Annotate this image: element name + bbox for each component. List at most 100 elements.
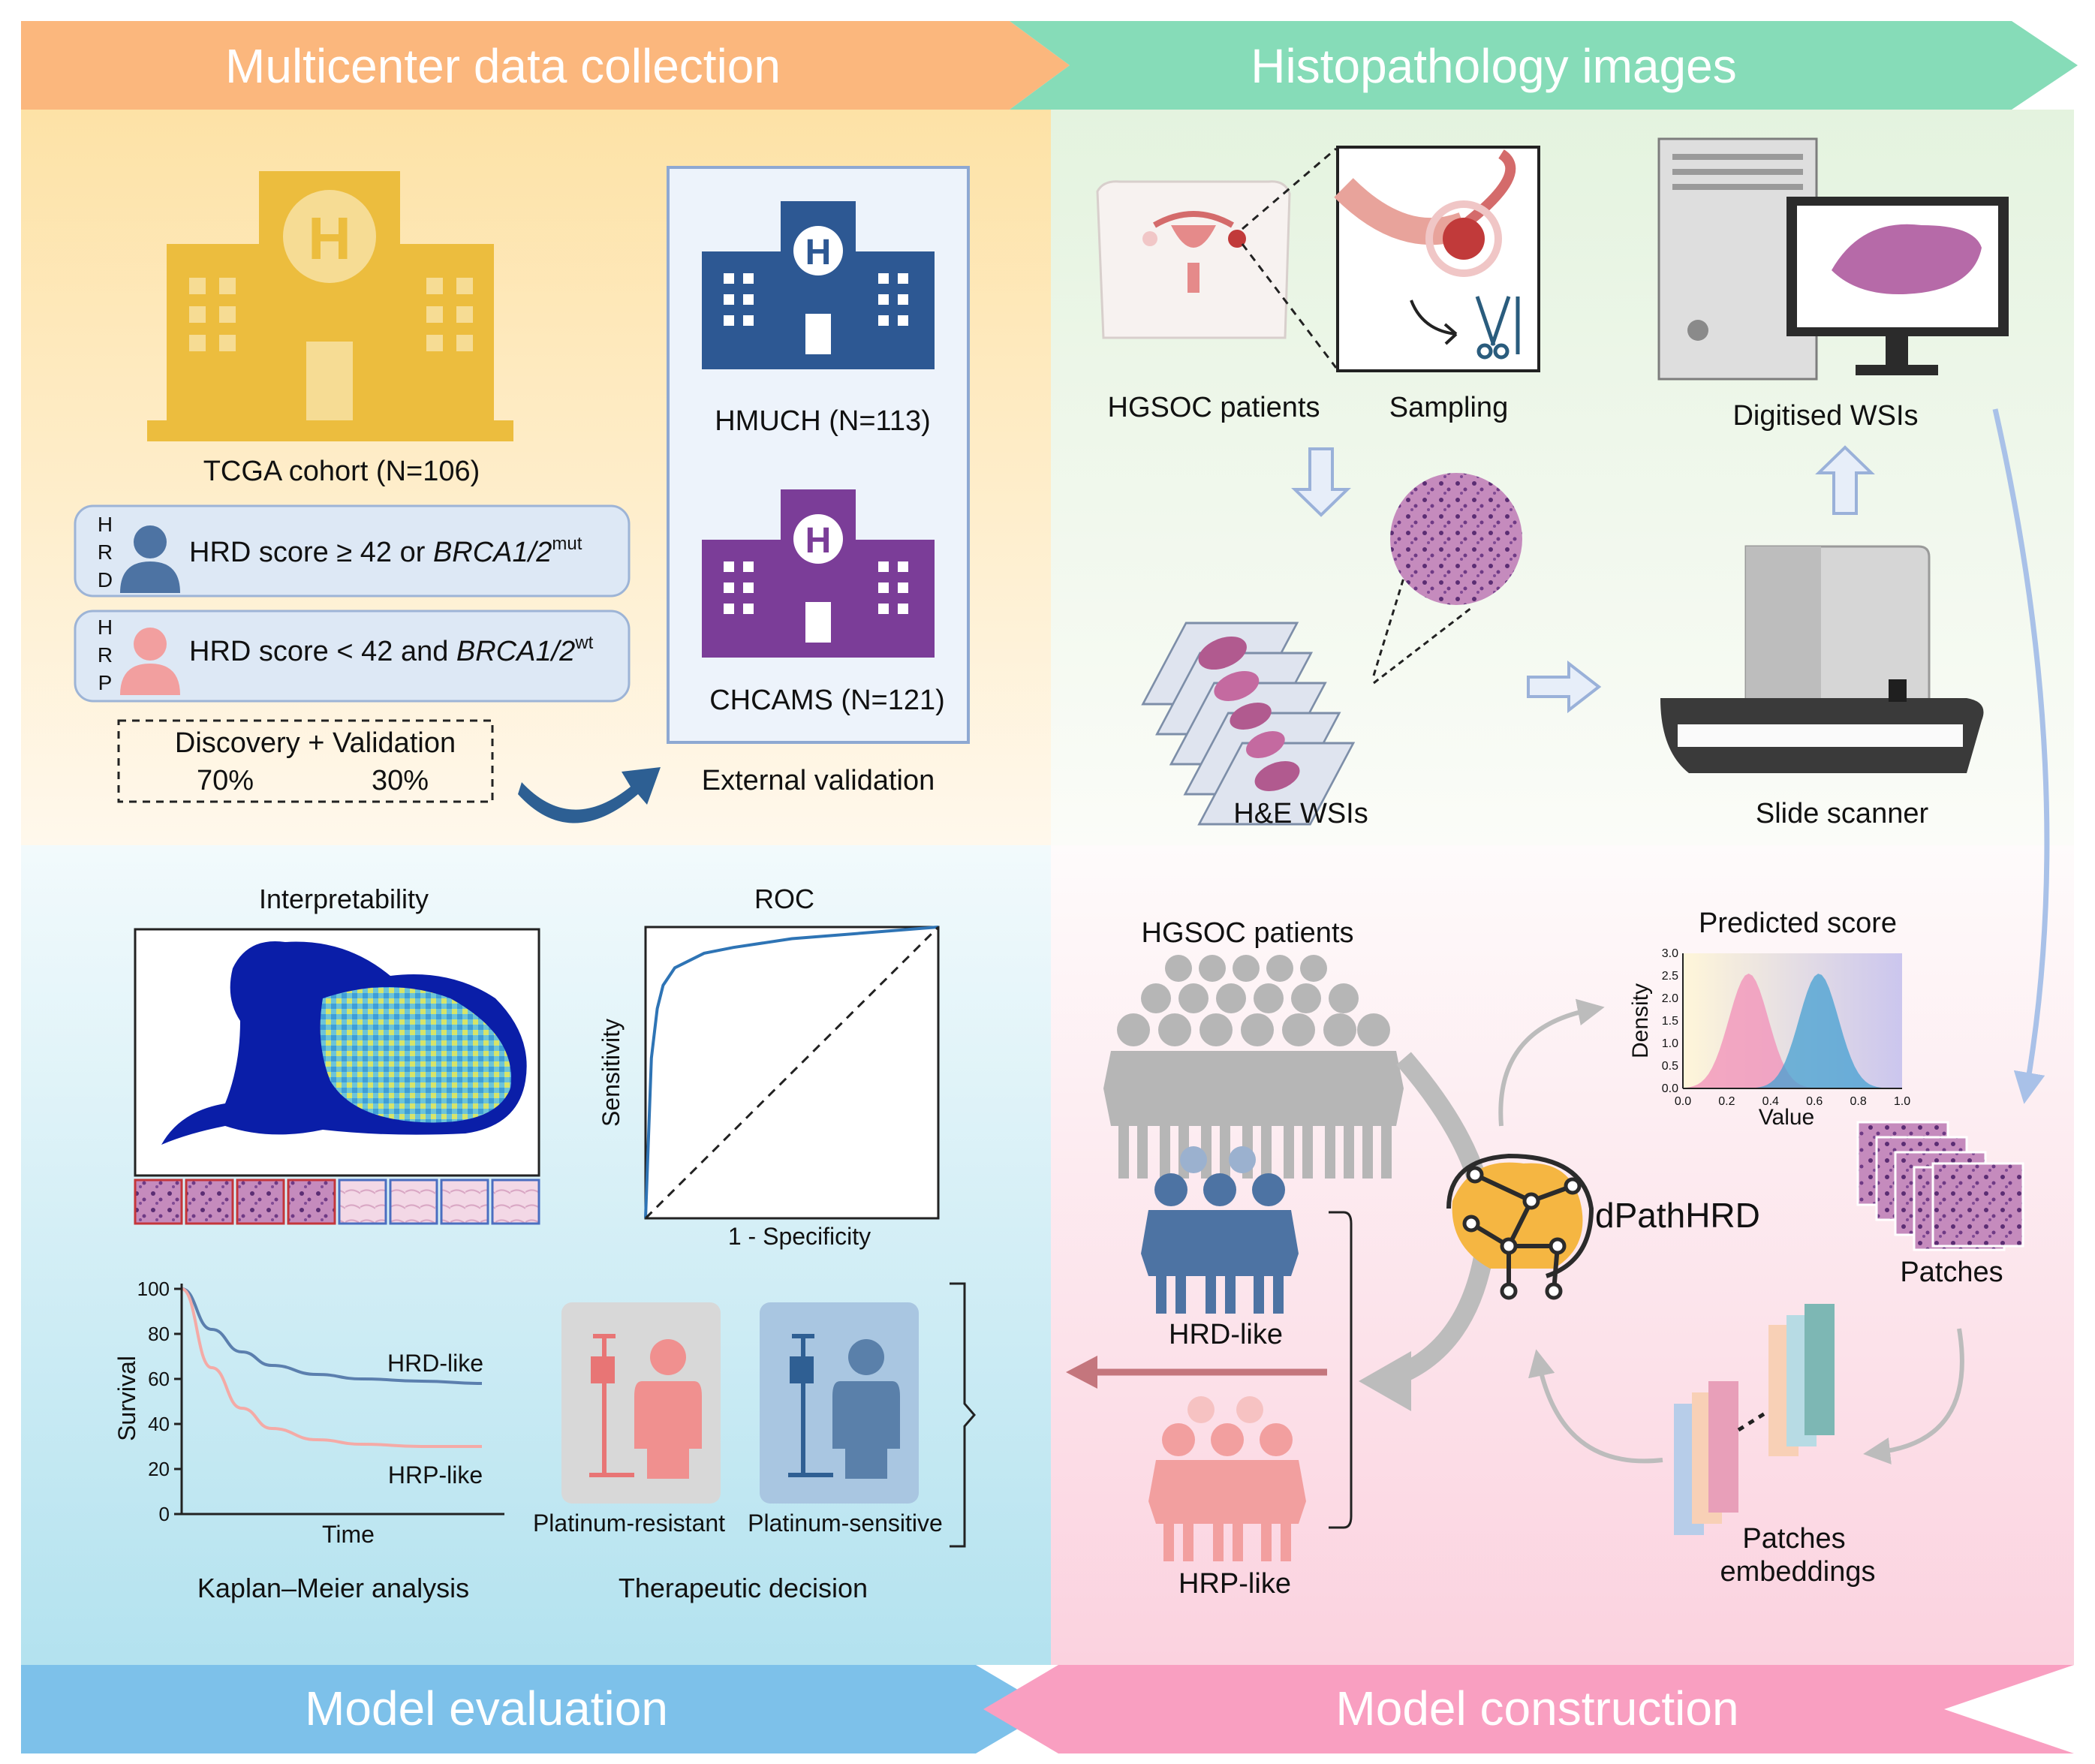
iv-drip-icon-red — [589, 1334, 634, 1477]
density-xlabel: Value — [1759, 1105, 1815, 1130]
hrp-criteria-text: HRD score < 42 and BRCA1/2wt — [189, 633, 594, 667]
density-ytick-label: 1.0 — [1662, 1037, 1678, 1050]
svg-text:H: H — [308, 205, 351, 272]
km-series-label-hrd: HRD-like — [387, 1350, 483, 1377]
brain-network-icon — [1446, 1153, 1594, 1300]
density-curve-1 — [1683, 974, 1902, 1088]
tissue-magnified-icon — [1390, 473, 1522, 605]
decision-title: Therapeutic decision — [619, 1573, 868, 1603]
km-ytick-label: 60 — [148, 1368, 170, 1390]
density-xtick-label: 0.2 — [1718, 1095, 1735, 1108]
hrd-like-label: HRD-like — [1169, 1319, 1283, 1350]
flow-arrow-model-to-score — [1498, 998, 1605, 1127]
slides-stack-illustration — [1141, 622, 1356, 826]
platinum-sensitive-label: Platinum-sensitive — [748, 1510, 943, 1537]
km-xlabel: Time — [322, 1521, 375, 1548]
split-discovery: 70% — [197, 765, 254, 796]
predicted-score-title: Predicted score — [1699, 908, 1897, 939]
hrd-letter-r: R — [98, 540, 113, 564]
km-ylabel: Survival — [113, 1356, 140, 1441]
right-arrow-icon — [1527, 660, 1602, 714]
roc-chart: Sensitivity 1 - Specificity — [597, 926, 940, 1250]
split-box: Discovery + Validation 70% 30% — [117, 719, 494, 803]
tcga-label: TCGA cohort (N=106) — [203, 456, 480, 487]
km-ytick-label: 100 — [137, 1278, 170, 1300]
group-bracket — [1329, 1211, 1353, 1529]
hmuch-label: HMUCH (N=113) — [715, 405, 931, 437]
density-ytick-label: 0.5 — [1662, 1060, 1678, 1073]
up-arrow-icon — [1815, 445, 1875, 515]
svg-text:H: H — [805, 233, 832, 272]
hrd-letter-d: D — [98, 568, 113, 592]
slide-scanner-icon — [1660, 545, 1984, 773]
pelvis-illustration — [1096, 180, 1291, 339]
split-title: Discovery + Validation — [175, 727, 456, 759]
km-ytick-label: 80 — [148, 1323, 170, 1345]
platinum-resistant-label: Platinum-resistant — [533, 1510, 725, 1537]
density-ytick-label: 3.0 — [1662, 947, 1678, 960]
roc-ylabel: Sensitivity — [597, 1019, 625, 1127]
hrd-letter-h: H — [98, 513, 113, 536]
hrp-criteria-box: H R P HRD score < 42 and BRCA1/2wt — [74, 610, 631, 703]
density-ytick-label: 0.0 — [1662, 1082, 1678, 1095]
zoom-line-he-top — [1372, 577, 1405, 676]
split-validation: 30% — [372, 765, 429, 796]
hrp-like-crowd-icon — [1148, 1396, 1306, 1561]
embedding-vectors-icon — [1674, 1304, 1835, 1535]
hrp-letter-p: P — [98, 671, 113, 694]
flow-arrow-crowd-to-model-head — [1359, 1351, 1411, 1411]
platinum-resistant-card — [561, 1302, 721, 1504]
density-xtick-label: 0.0 — [1675, 1095, 1691, 1108]
decision-bracket — [950, 1282, 976, 1548]
km-chart: 0 20 40 60 80 100 Survival Time HRD-like HRP-… — [113, 1278, 504, 1548]
patient-crowd-icon — [1103, 955, 1404, 1179]
platinum-sensitive-card — [760, 1302, 919, 1504]
hrd-criteria-box: H R D HRD score ≥ 42 or BRCA1/2mut — [74, 504, 631, 598]
km-ytick-label: 20 — [148, 1458, 170, 1480]
svg-text:Model evaluation: Model evaluation — [305, 1681, 668, 1735]
down-arrow-icon — [1291, 447, 1351, 517]
svg-text:Histopathology images: Histopathology images — [1251, 39, 1736, 93]
flow-arrow-scanner-to-patches — [1992, 408, 2050, 1104]
density-chart: 0.0 0.2 0.4 0.6 0.8 1.00.00.51.01.52.02.53.0 … — [1628, 947, 1910, 1130]
external-validation-box: H HMUCH (N=113) H — [667, 166, 970, 744]
interpretability-title: Interpretability — [259, 884, 429, 914]
density-xtick-label: 0.8 — [1850, 1095, 1866, 1108]
hrd-like-crowd-icon — [1141, 1146, 1299, 1314]
patient-icon-blue — [832, 1339, 900, 1479]
roc-xlabel: 1 - Specificity — [728, 1223, 871, 1250]
hrd-criteria-text: HRD score ≥ 42 or BRCA1/2mut — [189, 534, 582, 568]
flow-arrow-embeddings-to-model — [1528, 1349, 1663, 1464]
density-ytick-label: 1.5 — [1662, 1015, 1678, 1028]
chcams-label: CHCAMS (N=121) — [709, 685, 945, 716]
flow-arrow-patches-to-embeddings — [1863, 1328, 1964, 1464]
banner-collection: Multicenter data collection — [21, 21, 1070, 110]
scissors-icon — [1475, 296, 1520, 360]
slide-scanner-label: Slide scanner — [1756, 798, 1929, 829]
km-title: Kaplan–Meier analysis — [197, 1573, 469, 1603]
hrp-letter-h: H — [98, 616, 113, 639]
hrp-like-label: HRP-like — [1178, 1568, 1291, 1600]
density-xtick-label: 0.4 — [1762, 1095, 1779, 1108]
hgsoc-patients-label-top: HGSOC patients — [1108, 392, 1320, 423]
svg-text:Model construction: Model construction — [1335, 1681, 1738, 1735]
sampling-label: Sampling — [1389, 392, 1508, 423]
km-series-label-hrp: HRP-like — [388, 1461, 483, 1489]
density-xtick-label: 1.0 — [1894, 1095, 1910, 1108]
chcams-hospital-icon: H — [702, 489, 935, 658]
svg-text:Multicenter data collection: Multicenter data collection — [225, 39, 781, 93]
embeddings-label-line2: embeddings — [1720, 1556, 1875, 1588]
density-ytick-label: 2.0 — [1662, 992, 1678, 1005]
density-ytick-label: 2.5 — [1662, 970, 1678, 983]
female-user-icon-pink — [120, 628, 180, 695]
sampling-illustration — [1334, 146, 1540, 372]
banner-evaluation: Model evaluation — [21, 1665, 1051, 1753]
roc-title: ROC — [754, 884, 814, 914]
hmuch-hospital-icon: H — [702, 201, 935, 369]
digitised-wsis-label: Digitised WSIs — [1732, 400, 1918, 432]
external-validation-label: External validation — [702, 765, 935, 796]
hrp-letter-r: R — [98, 643, 113, 667]
density-xtick-label: 0.6 — [1806, 1095, 1823, 1108]
km-ytick-label: 40 — [148, 1413, 170, 1435]
roc-curve — [644, 926, 939, 1219]
